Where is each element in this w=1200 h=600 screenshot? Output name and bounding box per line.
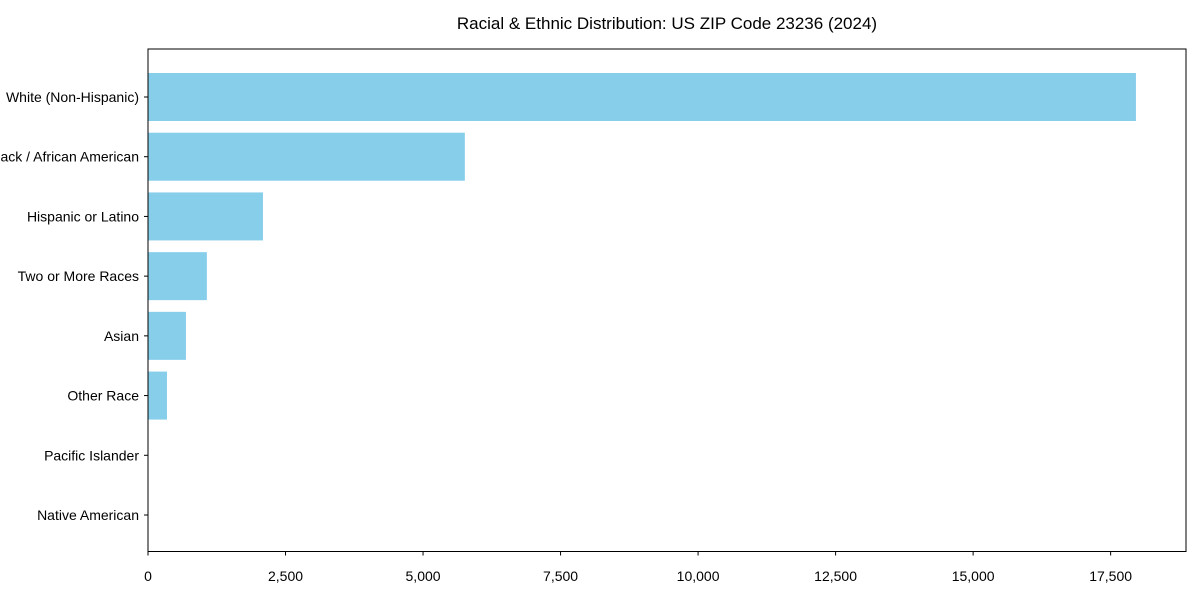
x-tick-label: 7,500	[543, 568, 578, 584]
bar	[148, 192, 263, 241]
x-tick-label: 15,000	[952, 568, 995, 584]
category-label: Black / African American	[0, 149, 139, 165]
bar	[148, 311, 186, 360]
x-tick-label: 17,500	[1089, 568, 1132, 584]
bar	[148, 371, 167, 420]
x-tick-label: 10,000	[677, 568, 720, 584]
category-label: Other Race	[67, 388, 139, 404]
category-label: White (Non-Hispanic)	[6, 89, 139, 105]
x-tick-label: 2,500	[268, 568, 303, 584]
bar	[148, 132, 465, 181]
category-label: Two or More Races	[18, 268, 139, 284]
x-tick-label: 5,000	[406, 568, 441, 584]
axes-layer: White (Non-Hispanic) Black / African Amer…	[0, 48, 1187, 584]
bar	[148, 73, 1136, 121]
x-tick-label: 12,500	[814, 568, 857, 584]
x-tick-label: 0	[144, 568, 152, 584]
category-label: Hispanic or Latino	[27, 208, 139, 224]
bars-layer	[148, 73, 1136, 420]
category-label: Native American	[37, 507, 139, 523]
bar	[148, 252, 207, 301]
category-label: Pacific Islander	[44, 447, 139, 463]
category-label: Asian	[104, 328, 139, 344]
plot-border	[147, 48, 1187, 552]
chart-title: Racial & Ethnic Distribution: US ZIP Cod…	[457, 14, 877, 33]
